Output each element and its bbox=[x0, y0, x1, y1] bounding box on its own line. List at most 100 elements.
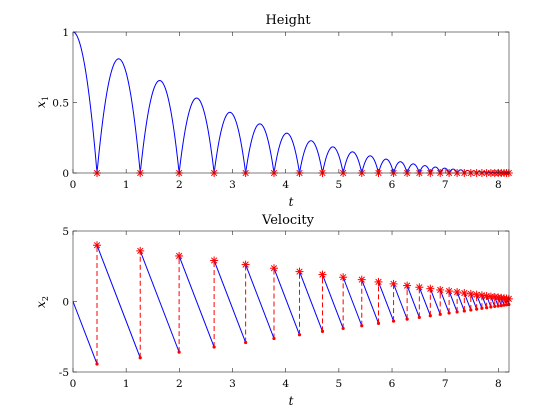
height-ticks: 0 1 2 3 4 5 6 7 8 0 0.5 1 bbox=[52, 27, 509, 191]
velocity-pre-impact-point bbox=[455, 310, 459, 314]
velocity-pre-impact-point bbox=[417, 315, 421, 320]
velocity-pre-impact-point bbox=[297, 333, 302, 337]
height-arc bbox=[273, 132, 301, 174]
velocity-segment bbox=[273, 268, 300, 335]
height-arc bbox=[406, 163, 420, 174]
velocity-pre-impact-point bbox=[405, 317, 409, 321]
velocity-segment bbox=[72, 301, 98, 365]
velocity-impact-marker bbox=[210, 256, 219, 265]
height-arc bbox=[393, 161, 408, 174]
velocity-xtick-label: 7 bbox=[442, 378, 449, 390]
velocity-pre-impact-point bbox=[499, 303, 503, 308]
velocity-segment bbox=[448, 290, 458, 313]
velocity-ticks: 0 1 2 3 4 5 6 7 8-505 bbox=[59, 226, 509, 390]
velocity-impact-marker bbox=[339, 273, 348, 282]
velocity-impact-marker bbox=[466, 289, 475, 298]
velocity-segment bbox=[213, 260, 247, 343]
velocity-pre-impact-point bbox=[177, 350, 181, 354]
velocity-impact-marker bbox=[318, 270, 327, 279]
velocity-impact-marker bbox=[403, 281, 412, 290]
velocity-ytick-label: -5 bbox=[59, 367, 69, 379]
velocity-title: Velocity bbox=[261, 213, 315, 228]
velocity-segment bbox=[470, 293, 478, 310]
velocity-xtick-label: 6 bbox=[389, 378, 396, 390]
height-ytick-label: 1 bbox=[62, 27, 69, 39]
velocity-pre-impact-point bbox=[480, 306, 484, 310]
velocity-segment bbox=[429, 288, 441, 315]
velocity-impact-marker bbox=[453, 288, 462, 297]
height-ytick-label: 0 bbox=[62, 168, 69, 180]
velocity-segment bbox=[96, 245, 141, 358]
velocity-pre-impact-point bbox=[244, 340, 248, 345]
velocity-panel: Velocity 0 1 2 3 4 5 6 7 8-505 t x2 bbox=[34, 213, 513, 408]
velocity-pre-impact-point bbox=[428, 314, 432, 318]
height-arc bbox=[139, 79, 180, 174]
velocity-ytick-label: 5 bbox=[62, 226, 69, 238]
velocity-impact-marker bbox=[426, 284, 435, 293]
height-arc bbox=[378, 158, 395, 174]
height-arc bbox=[439, 167, 450, 174]
velocity-pre-impact-point bbox=[272, 336, 276, 341]
velocity-segment bbox=[245, 264, 275, 339]
velocity-segment bbox=[406, 285, 420, 318]
velocity-xtick-label: 2 bbox=[176, 378, 183, 390]
velocity-xtick-label: 8 bbox=[495, 378, 502, 390]
velocity-xtick-label: 4 bbox=[282, 378, 289, 390]
height-arc bbox=[96, 58, 141, 174]
velocity-segment bbox=[139, 250, 180, 353]
velocity-segment bbox=[299, 271, 323, 332]
velocity-ylabel: x2 bbox=[34, 296, 50, 308]
velocity-impact-marker bbox=[415, 283, 424, 292]
velocity-impact-marker bbox=[357, 275, 366, 284]
velocity-pre-impact-point bbox=[95, 362, 99, 366]
velocity-impact-marker bbox=[460, 289, 469, 298]
velocity-pre-impact-point bbox=[447, 311, 451, 315]
height-xtick-label: 3 bbox=[229, 179, 236, 191]
velocity-xlabel: t bbox=[289, 394, 294, 408]
velocity-impact-marker bbox=[136, 246, 145, 255]
height-xtick-label: 1 bbox=[123, 179, 130, 191]
height-arc bbox=[448, 168, 458, 174]
velocity-pre-impact-point bbox=[496, 304, 500, 308]
velocity-impact-marker bbox=[269, 264, 278, 273]
velocity-pre-impact-point bbox=[493, 304, 497, 309]
velocity-impact-marker bbox=[93, 241, 102, 250]
height-xtick-label: 5 bbox=[336, 179, 343, 191]
velocity-pre-impact-point bbox=[469, 308, 473, 312]
velocity-segment bbox=[378, 281, 395, 322]
height-xlabel: t bbox=[289, 195, 294, 209]
height-xtick-label: 2 bbox=[176, 179, 183, 191]
velocity-impact-marker bbox=[472, 290, 481, 299]
height-arc bbox=[429, 166, 441, 174]
velocity-pre-impact-point bbox=[475, 307, 479, 311]
height-xtick-label: 8 bbox=[495, 179, 502, 191]
velocity-xtick-label: 0 bbox=[70, 378, 77, 390]
velocity-xtick-label: 1 bbox=[123, 378, 130, 390]
velocity-impact-marker bbox=[374, 277, 383, 286]
height-xtick-label: 0 bbox=[70, 179, 77, 191]
height-title: Height bbox=[265, 13, 311, 28]
velocity-impact-marker bbox=[482, 292, 491, 301]
velocity-segment bbox=[178, 255, 215, 348]
velocity-segment bbox=[476, 294, 483, 309]
velocity-impact-marker bbox=[295, 267, 304, 276]
velocity-pre-impact-point bbox=[489, 305, 493, 309]
velocity-segment bbox=[361, 279, 379, 324]
velocity-pre-impact-point bbox=[376, 321, 381, 325]
height-data-layer bbox=[72, 31, 513, 177]
velocity-segment bbox=[418, 287, 431, 316]
height-ylabel: x1 bbox=[34, 96, 50, 108]
velocity-pre-impact-point bbox=[438, 312, 442, 316]
velocity-ytick-label: 0 bbox=[62, 297, 69, 309]
velocity-segment bbox=[490, 296, 496, 307]
height-xtick-label: 6 bbox=[389, 179, 396, 191]
height-arc bbox=[178, 97, 215, 174]
velocity-impact-marker bbox=[389, 279, 398, 288]
velocity-pre-impact-point bbox=[212, 345, 216, 349]
velocity-impact-marker bbox=[445, 287, 454, 296]
height-panel: Height 0 1 2 3 4 5 6 7 8 0 0.5 1 t x1 bbox=[34, 13, 513, 209]
height-xtick-label: 4 bbox=[282, 179, 289, 191]
height-xtick-label: 7 bbox=[442, 179, 449, 191]
velocity-xtick-label: 3 bbox=[229, 378, 236, 390]
